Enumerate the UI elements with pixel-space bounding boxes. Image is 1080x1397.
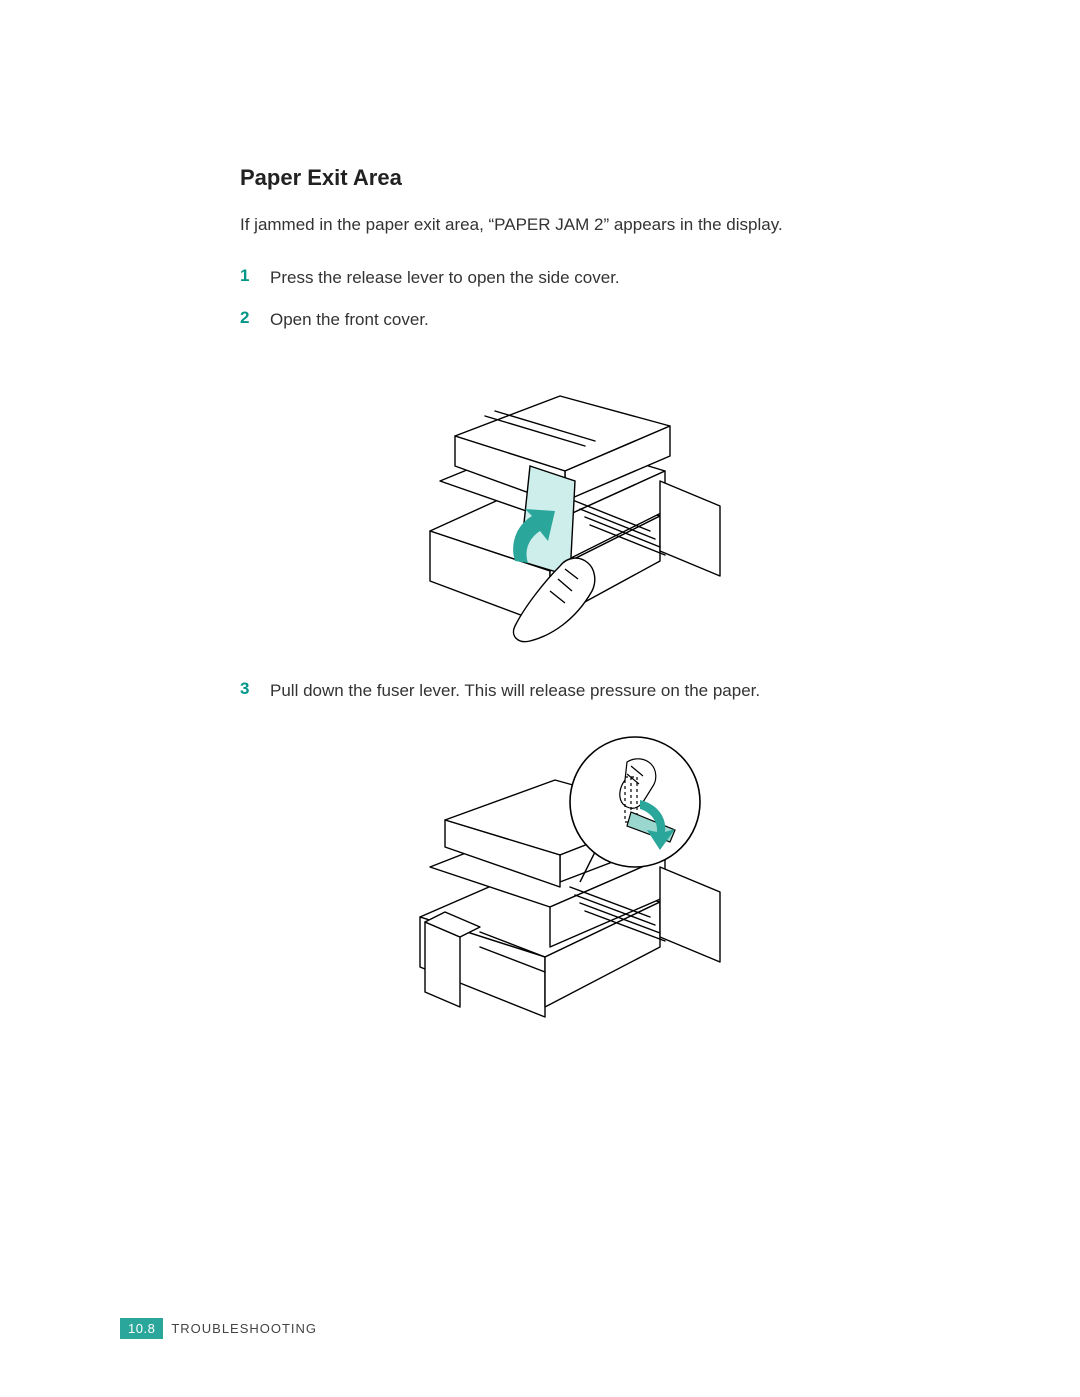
page-footer: 10.8 TROUBLESHOOTING [120,1318,317,1339]
section-heading: Paper Exit Area [240,165,890,191]
manual-page: Paper Exit Area If jammed in the paper e… [0,0,1080,1397]
step-text: Open the front cover. [270,308,890,333]
step-text: Press the release lever to open the side… [270,266,890,291]
figure-fuser-lever [240,722,890,1022]
step-list: 1 Press the release lever to open the si… [240,266,890,1022]
printer-illustration-1 [240,351,890,651]
printer-svg-1 [400,351,730,651]
printer-illustration-2 [240,722,890,1022]
step-item: 2 Open the front cover. [240,308,890,333]
step-number: 1 [240,266,262,286]
step-number: 2 [240,308,262,328]
printer-svg-2 [385,722,745,1022]
intro-paragraph: If jammed in the paper exit area, “PAPER… [240,213,890,238]
figure-open-front-cover [240,351,890,651]
page-number-badge: 10.8 [120,1318,163,1339]
step-item: 1 Press the release lever to open the si… [240,266,890,291]
step-text: Pull down the fuser lever. This will rel… [270,679,890,704]
step-number: 3 [240,679,262,699]
section-label: TROUBLESHOOTING [171,1321,317,1336]
step-item: 3 Pull down the fuser lever. This will r… [240,679,890,704]
